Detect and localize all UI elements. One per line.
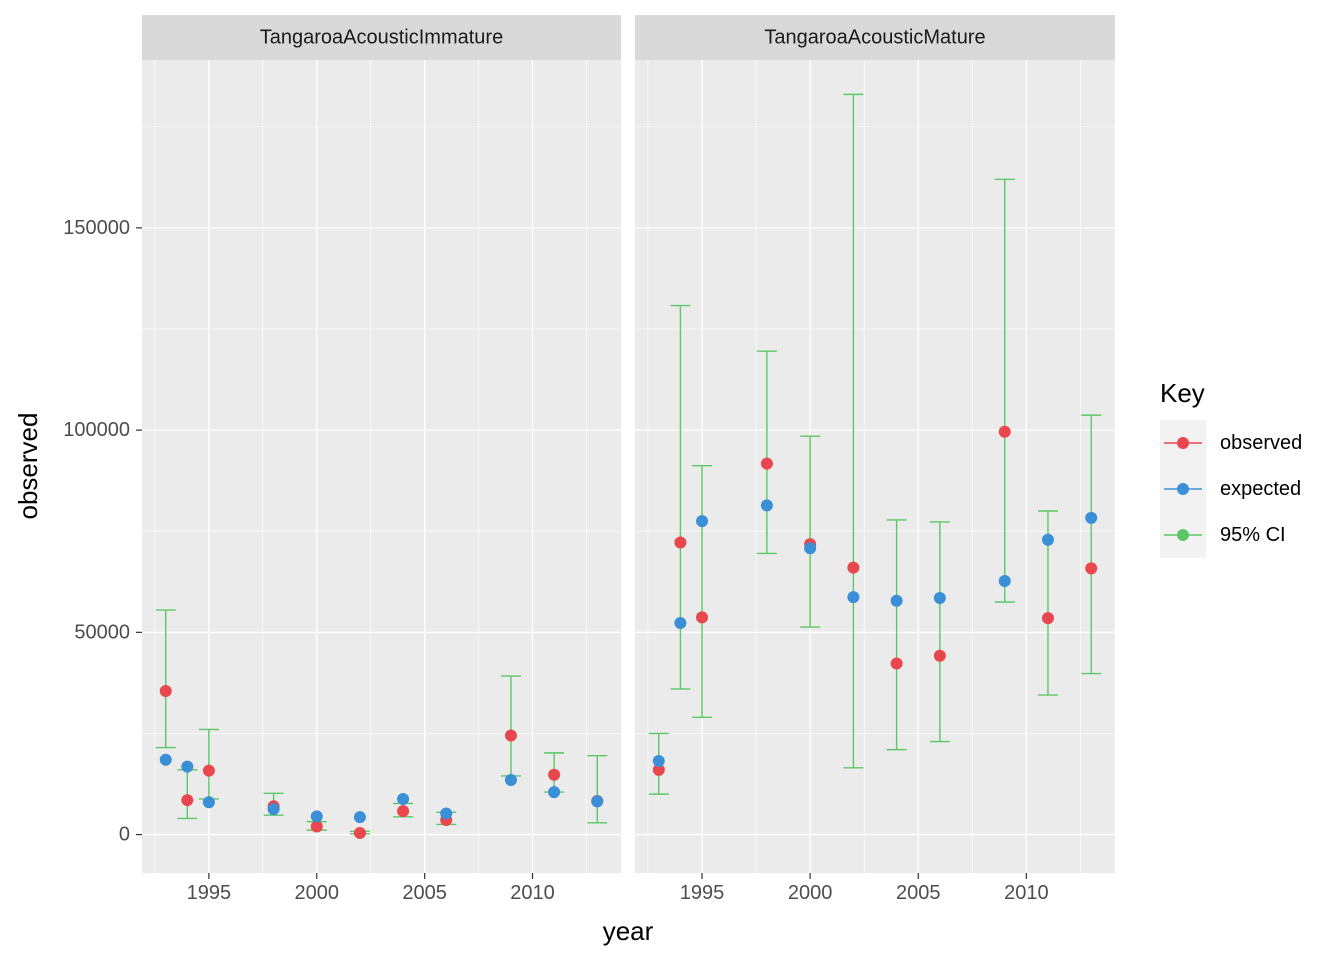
expected-point — [159, 753, 172, 766]
facet-strip-immature — [142, 15, 621, 60]
y-tick-label: 100000 — [63, 419, 130, 441]
expected-point — [804, 542, 817, 555]
legend-title: Key — [1160, 378, 1205, 408]
expected-point — [440, 807, 453, 820]
facet-strip-mature — [635, 15, 1115, 60]
observed-point — [353, 826, 366, 839]
observed-point — [674, 536, 687, 549]
expected-point — [181, 760, 194, 773]
y-tick-label: 150000 — [63, 217, 130, 239]
data-marks-mature — [648, 93, 1102, 795]
observed-point — [548, 768, 561, 781]
observed-point — [933, 649, 946, 662]
expected-point — [674, 617, 687, 630]
observed-point — [181, 794, 194, 807]
expected-point — [933, 591, 946, 604]
expected-point — [890, 594, 903, 607]
legend-label: observed — [1220, 432, 1302, 454]
gridlines-mature — [635, 60, 1115, 873]
expected-point — [548, 786, 561, 799]
expected-point — [202, 796, 215, 809]
facet-panel-mature: TangaroaAcousticMature — [635, 15, 1115, 873]
expected-point — [1041, 533, 1054, 546]
observed-point — [890, 657, 903, 670]
legend-key-point — [1177, 529, 1189, 541]
legend-key-point — [1177, 483, 1189, 495]
data-marks-immature — [155, 609, 608, 839]
observed-point — [310, 820, 323, 833]
x-tick-label: 2010 — [510, 882, 555, 904]
legend-items: observed expected 95% CI — [1160, 420, 1302, 558]
plot-background-mature — [635, 60, 1115, 873]
x-tick-label: 2010 — [1004, 882, 1049, 904]
facet-strip-label-immature: TangaroaAcousticImmature — [260, 27, 503, 49]
x-axis-immature: 1995 2000 2005 2010 — [187, 873, 555, 904]
expected-point — [267, 803, 280, 816]
expected-point — [1085, 511, 1098, 524]
legend-label: 95% CI — [1220, 524, 1286, 546]
expected-point — [353, 811, 366, 824]
y-axis-title: observed — [13, 413, 43, 520]
expected-point — [696, 515, 709, 528]
gridlines-immature — [142, 60, 621, 873]
legend-label: expected — [1220, 478, 1301, 500]
observed-point — [1085, 562, 1098, 575]
expected-point — [591, 795, 604, 808]
expected-point — [310, 810, 323, 823]
x-tick-label: 2000 — [295, 882, 340, 904]
y-axis: 0 50000 100000 150000 — [63, 217, 142, 846]
x-tick-label: 2000 — [788, 882, 833, 904]
observed-point — [652, 763, 665, 776]
y-tick-label: 50000 — [74, 621, 130, 643]
expected-point — [998, 574, 1011, 587]
legend-key-point — [1177, 437, 1189, 449]
facet-panel-immature: TangaroaAcousticImmature — [142, 15, 621, 873]
legend: Key observed expected 95% CI — [1160, 378, 1302, 558]
x-tick-label: 1995 — [680, 882, 725, 904]
plot-background-immature — [142, 60, 621, 873]
observed-point — [760, 457, 773, 470]
expected-point — [847, 591, 860, 604]
x-tick-label: 2005 — [896, 882, 941, 904]
x-tick-label: 2005 — [402, 882, 447, 904]
observed-point — [504, 729, 517, 742]
observed-point — [998, 425, 1011, 438]
observed-point — [159, 684, 172, 697]
observed-point — [696, 611, 709, 624]
observed-point — [1041, 612, 1054, 625]
expected-point — [652, 754, 665, 767]
x-tick-label: 1995 — [187, 882, 232, 904]
observed-point — [847, 561, 860, 574]
observed-point — [202, 764, 215, 777]
x-axis-title: year — [603, 916, 654, 946]
facet-strip-label-mature: TangaroaAcousticMature — [764, 27, 985, 49]
x-axis-mature: 1995 2000 2005 2010 — [680, 873, 1049, 904]
expected-point — [504, 773, 517, 786]
expected-point — [760, 499, 773, 512]
observed-point — [397, 805, 410, 818]
y-tick-label: 0 — [119, 824, 130, 846]
expected-point — [397, 792, 410, 805]
